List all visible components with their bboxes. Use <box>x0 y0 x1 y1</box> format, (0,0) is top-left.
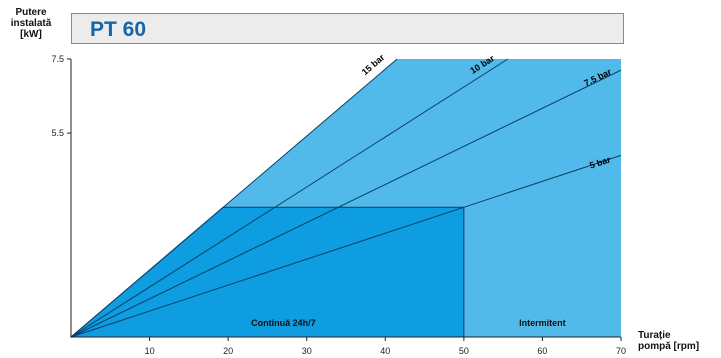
chart-title: PT 60 <box>90 18 147 41</box>
series-line-7-5-bar <box>70 69 622 338</box>
x-tick-label: 10 <box>145 346 155 356</box>
y-axis-label: Putere instalată [kW] <box>10 7 52 40</box>
series-line-10-bar <box>70 58 509 338</box>
x-tick-label: 50 <box>459 346 469 356</box>
x-tick-label: 30 <box>302 346 312 356</box>
x-tick-label: 70 <box>616 346 626 356</box>
title-box: PT 60 <box>71 13 624 44</box>
x-tick-label: 60 <box>537 346 547 356</box>
x-axis-label: Turație pompă [rpm] <box>638 330 700 352</box>
x-tick-label: 20 <box>223 346 233 356</box>
y-tick-label: 5.5 <box>51 128 64 138</box>
series-line-15-bar <box>70 58 398 338</box>
region-label: Intermitent <box>519 318 566 328</box>
y-tick-label: 7.5 <box>51 54 64 64</box>
x-tick-label: 40 <box>380 346 390 356</box>
series-line-5-bar <box>70 154 622 338</box>
region-label: Continuă 24h/7 <box>251 318 316 328</box>
